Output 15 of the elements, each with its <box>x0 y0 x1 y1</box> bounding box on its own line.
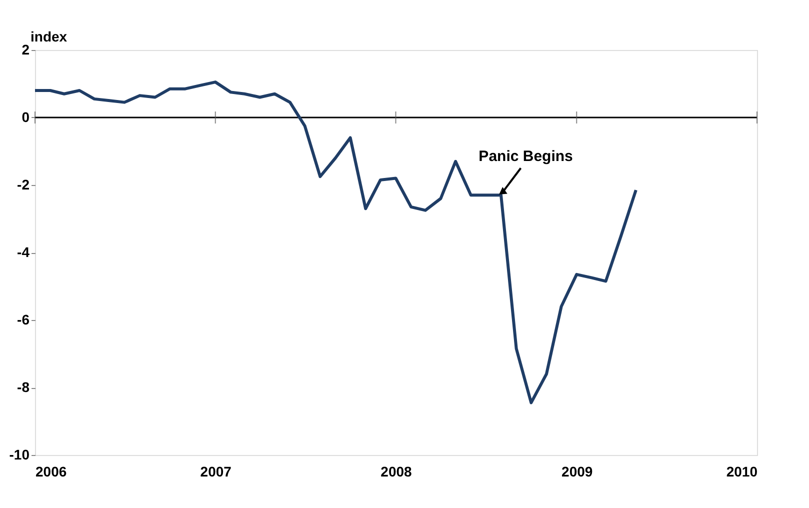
y-tick-label: 0 <box>22 109 30 125</box>
x-tick-label: 2007 <box>200 464 232 480</box>
x-tick-label: 2010 <box>726 464 758 480</box>
y-axis-title: index <box>30 28 68 44</box>
y-tick-label: -4 <box>17 244 30 260</box>
y-tick-label: -8 <box>17 379 30 395</box>
x-tick-label: 2006 <box>36 464 67 480</box>
x-tick-label: 2008 <box>380 464 412 480</box>
y-tick-label: 2 <box>22 42 30 58</box>
y-tick-label: -10 <box>9 446 30 462</box>
y-tick-label: -2 <box>17 176 30 192</box>
line-series <box>34 80 638 404</box>
x-tick-label: 2009 <box>562 464 593 480</box>
annotation: Panic Begins <box>478 148 573 166</box>
y-tick-label: -6 <box>17 312 30 328</box>
